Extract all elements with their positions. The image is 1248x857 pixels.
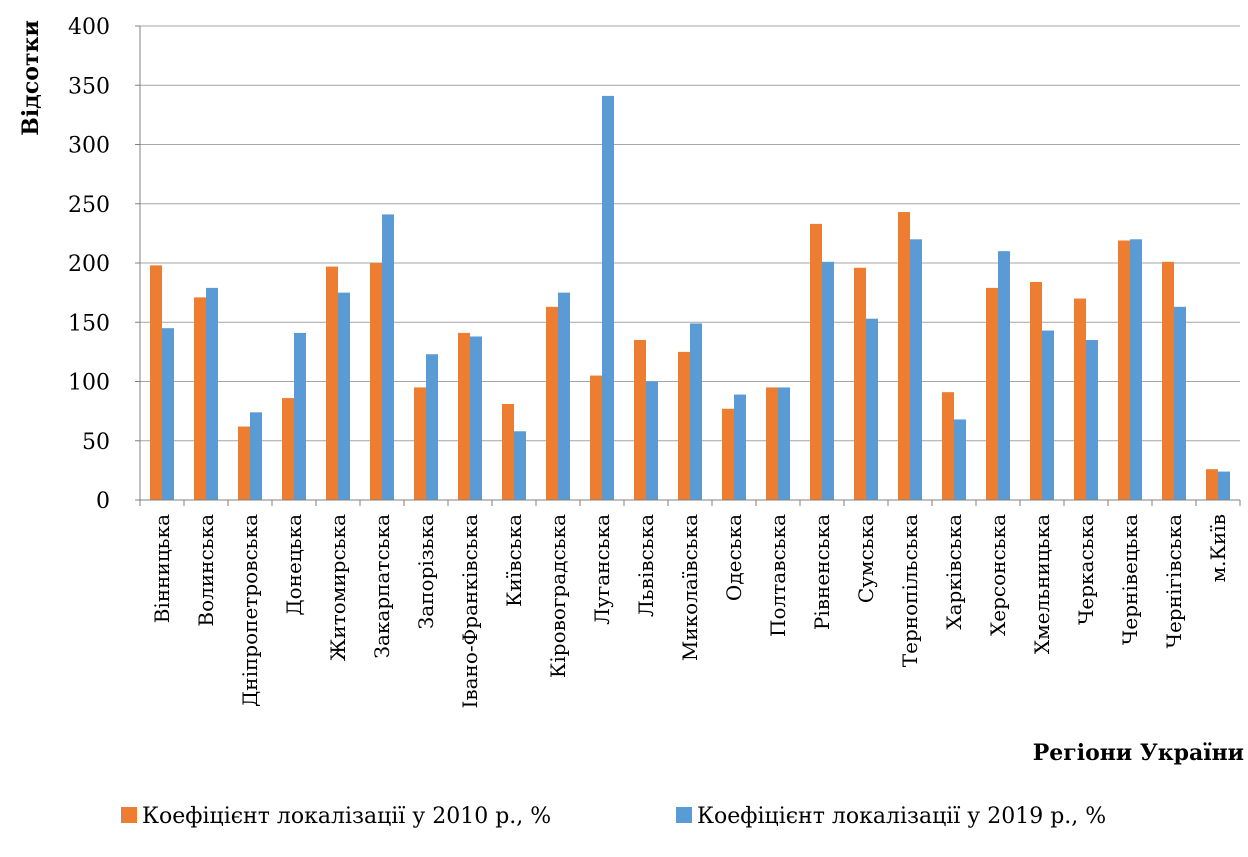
y-tick-label: 350 [68, 74, 110, 99]
bar-2010 [986, 287, 998, 500]
bars [150, 95, 1230, 501]
legend-swatch-2019 [676, 807, 692, 823]
x-tick-label: Одеська [722, 514, 746, 601]
bar-2010 [326, 266, 338, 500]
x-tick-label: Чернігівська [1162, 514, 1186, 649]
gridlines [140, 25, 1240, 442]
bar-2010 [458, 332, 470, 500]
x-tick-label: Запорізька [414, 514, 438, 629]
x-tick-label: Волинська [194, 514, 218, 627]
y-tick-label: 250 [68, 193, 110, 218]
bar-2019 [294, 332, 306, 500]
bar-2019 [1086, 340, 1098, 500]
bar-2019 [1218, 471, 1230, 500]
y-tick-labels: 0 50 100 150 200 250 300 350 400 [68, 15, 140, 514]
bar-2010 [370, 263, 382, 500]
x-tick-label: Полтавська [766, 514, 790, 637]
x-tick-label: Черкаська [1074, 514, 1098, 625]
bar-2019 [998, 251, 1010, 500]
y-tick-label: 200 [68, 252, 110, 277]
x-tick-label: Кіровоградська [546, 514, 570, 678]
legend-label-2010: Коефіцієнт локалізації у 2010 р., % [142, 804, 551, 829]
y-tick-label: 50 [82, 430, 110, 455]
x-tick-label: Рівненська [810, 514, 834, 630]
bar-2019 [470, 336, 482, 500]
bar-2010 [502, 404, 514, 500]
bar-2019 [162, 328, 174, 500]
y-tick-label: 150 [68, 311, 110, 336]
x-tick-label: Львівська [634, 514, 658, 617]
bar-2010 [634, 340, 646, 500]
x-tick-label: Харківська [942, 514, 966, 630]
bar-2010 [722, 408, 734, 500]
bar-2010 [1030, 281, 1042, 500]
bar-2019 [338, 292, 350, 501]
bar-2019 [426, 354, 438, 500]
bar-2019 [602, 95, 614, 500]
legend: Коефіцієнт локалізації у 2010 р., % Коеф… [121, 804, 1106, 829]
bar-2010 [810, 223, 822, 500]
y-tick-label: 400 [68, 15, 110, 40]
x-tick-label: Дніпропетровська [238, 514, 262, 707]
x-tick-label: Миколаївська [678, 514, 702, 661]
x-tick-label: м.Київ [1206, 514, 1230, 582]
bar-2019 [778, 387, 790, 500]
bar-2010 [282, 398, 294, 500]
x-tick-label: Закарпатська [370, 514, 394, 659]
bar-2019 [206, 287, 218, 500]
bar-2019 [1042, 330, 1054, 500]
y-axis-title: Відсотки [18, 20, 44, 136]
bar-2019 [558, 292, 570, 501]
x-tick-label: Хмельницька [1030, 514, 1054, 654]
x-tick-label: Вінницька [150, 514, 174, 623]
x-tick-label: Тернопільська [898, 514, 922, 667]
x-tick-label: Сумська [854, 514, 878, 603]
bar-2010 [1074, 298, 1086, 500]
x-axis-title: Регіони України [1033, 740, 1244, 766]
x-tick-label: Луганська [590, 514, 614, 625]
legend-label-2019: Коефіцієнт локалізації у 2019 р., % [697, 804, 1106, 829]
bar-2010 [414, 387, 426, 500]
bar-2019 [822, 261, 834, 500]
bar-2019 [382, 214, 394, 500]
bar-2019 [866, 318, 878, 500]
bar-2010 [942, 392, 954, 500]
bar-2019 [1174, 306, 1186, 500]
bar-2010 [766, 387, 778, 500]
bar-2010 [238, 426, 250, 500]
x-tick-label: Херсонська [986, 514, 1010, 636]
bar-2019 [734, 394, 746, 500]
x-tick-label: Київська [502, 514, 526, 607]
bar-2010 [678, 351, 690, 501]
bar-2019 [690, 323, 702, 500]
bar-2010 [1206, 469, 1218, 500]
y-tick-label: 0 [96, 489, 110, 514]
legend-swatch-2010 [121, 807, 137, 823]
bar-2019 [514, 431, 526, 500]
bar-2019 [1130, 239, 1142, 501]
y-tick-label: 300 [68, 134, 110, 159]
bar-2010 [898, 212, 910, 501]
bar-2010 [194, 297, 206, 500]
x-tick-label: Житомирська [326, 514, 350, 661]
bar-2010 [590, 375, 602, 500]
x-tick-labels: Вінницька Волинська Дніпропетровська Донець… [139, 500, 1241, 709]
x-tick-label: Івано-Франківська [458, 514, 482, 709]
x-tick-label: Донецька [282, 514, 306, 616]
bar-2019 [910, 239, 922, 501]
bar-2010 [150, 265, 162, 500]
bar-2010 [1118, 240, 1130, 501]
bar-2019 [250, 412, 262, 500]
y-tick-label: 100 [68, 371, 110, 396]
bar-2019 [954, 419, 966, 500]
bar-2010 [1162, 261, 1174, 500]
bar-2010 [854, 267, 866, 500]
bar-2010 [546, 306, 558, 500]
x-tick-label: Чернівецька [1118, 514, 1142, 645]
bar-2019 [646, 381, 658, 500]
